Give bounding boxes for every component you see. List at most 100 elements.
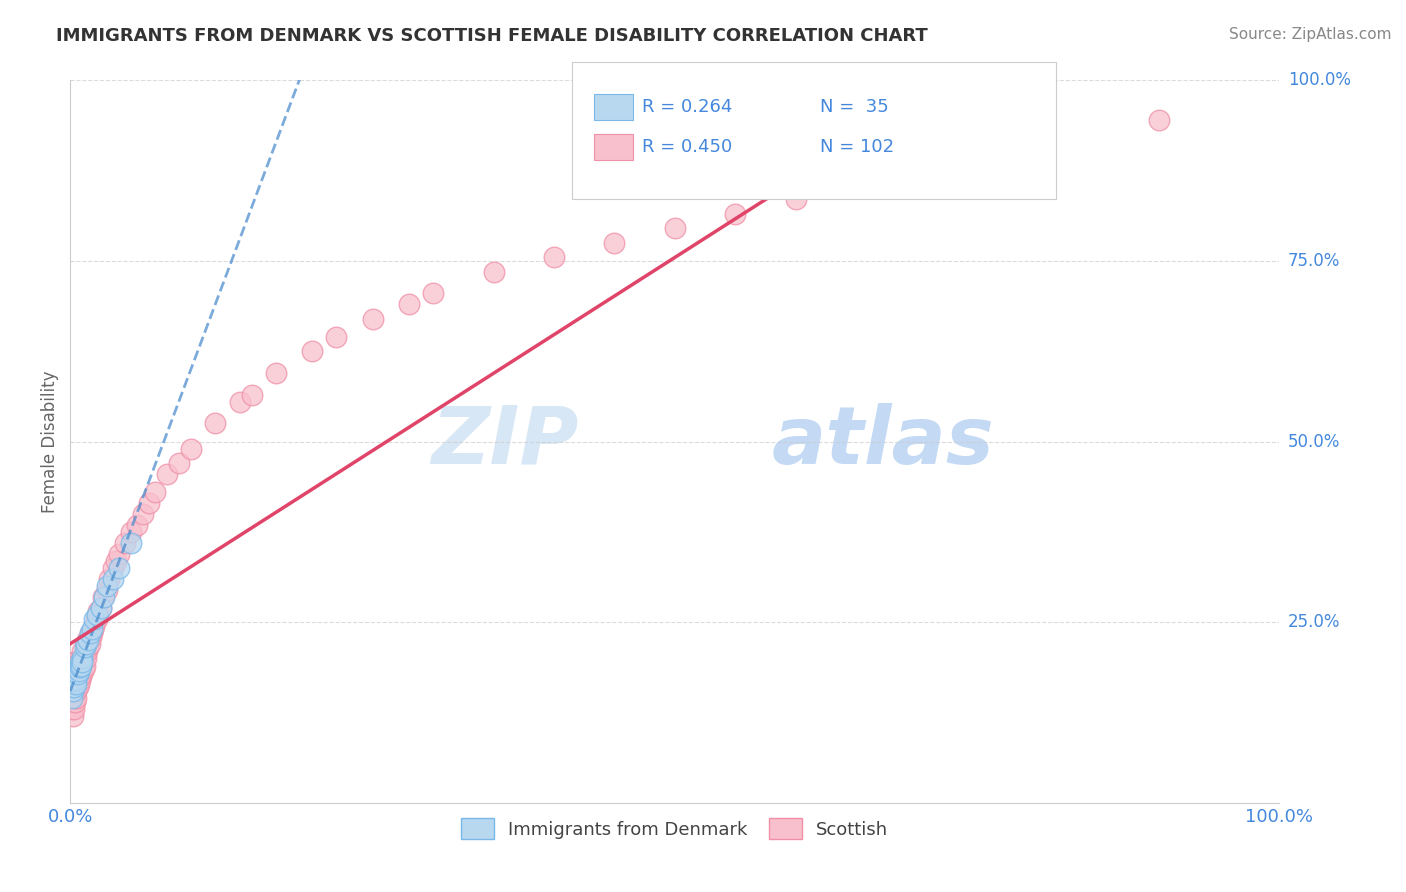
Point	[90, 600, 111, 615]
Point	[125, 517, 148, 532]
Point	[83, 619, 105, 633]
Point	[65, 665, 87, 680]
Point	[73, 640, 96, 655]
Point	[138, 496, 160, 510]
Text: ZIP: ZIP	[430, 402, 578, 481]
Point	[65, 672, 87, 686]
Point	[63, 680, 86, 694]
Point	[325, 330, 347, 344]
Point	[69, 662, 91, 676]
Point	[724, 207, 747, 221]
Point	[70, 662, 93, 676]
Point	[69, 655, 91, 669]
Point	[69, 655, 91, 669]
Point	[167, 456, 190, 470]
Point	[82, 623, 104, 637]
Point	[72, 651, 94, 665]
Point	[120, 524, 142, 539]
Point	[204, 417, 226, 431]
Point	[845, 174, 868, 188]
Point	[143, 485, 166, 500]
Point	[66, 662, 89, 676]
Point	[62, 680, 84, 694]
Point	[72, 662, 94, 676]
Point	[62, 683, 84, 698]
Point	[62, 669, 84, 683]
Point	[62, 683, 84, 698]
Point	[69, 673, 91, 687]
Point	[228, 394, 250, 409]
Point	[72, 651, 94, 665]
Point	[422, 286, 444, 301]
Point	[543, 250, 565, 264]
Point	[60, 665, 83, 680]
Point	[65, 676, 87, 690]
Point	[84, 611, 107, 625]
Point	[77, 633, 100, 648]
Text: 75.0%: 75.0%	[1288, 252, 1340, 270]
Point	[63, 655, 86, 669]
Point	[75, 651, 97, 665]
Point	[301, 344, 323, 359]
Point	[83, 611, 105, 625]
Point	[67, 669, 90, 683]
Point	[65, 676, 87, 690]
Point	[96, 579, 118, 593]
Point	[75, 637, 97, 651]
Point	[105, 554, 128, 568]
Text: R = 0.450: R = 0.450	[643, 137, 733, 156]
Point	[72, 644, 94, 658]
Point	[93, 590, 115, 604]
Point	[70, 655, 93, 669]
Point	[1026, 138, 1049, 153]
Point	[76, 644, 98, 658]
Point	[664, 221, 686, 235]
Point	[132, 507, 155, 521]
Point	[67, 676, 90, 690]
Point	[60, 673, 83, 687]
Point	[72, 651, 94, 665]
Point	[80, 630, 103, 644]
Point	[180, 442, 202, 456]
Text: Source: ZipAtlas.com: Source: ZipAtlas.com	[1229, 27, 1392, 42]
Point	[60, 680, 83, 694]
Point	[80, 623, 103, 637]
Point	[63, 676, 86, 690]
Point	[63, 683, 86, 698]
Point	[62, 673, 84, 687]
Point	[69, 660, 91, 674]
Text: N = 102: N = 102	[820, 137, 894, 156]
Point	[62, 695, 84, 709]
Point	[65, 669, 87, 683]
Point	[66, 658, 89, 673]
Point	[482, 265, 505, 279]
Point	[91, 590, 114, 604]
Text: R = 0.264: R = 0.264	[643, 98, 733, 116]
Point	[60, 691, 83, 706]
Point	[905, 163, 928, 178]
Text: IMMIGRANTS FROM DENMARK VS SCOTTISH FEMALE DISABILITY CORRELATION CHART: IMMIGRANTS FROM DENMARK VS SCOTTISH FEMA…	[56, 27, 928, 45]
Point	[72, 658, 94, 673]
Text: 25.0%: 25.0%	[1288, 613, 1340, 632]
Point	[63, 673, 86, 687]
Point	[60, 702, 83, 716]
Point	[120, 535, 142, 549]
Point	[63, 691, 86, 706]
Point	[67, 658, 90, 673]
Point	[65, 662, 87, 676]
Point	[63, 674, 86, 689]
Point	[96, 582, 118, 597]
Point	[73, 648, 96, 662]
Point	[785, 193, 807, 207]
Point	[101, 572, 124, 586]
Y-axis label: Female Disability: Female Disability	[41, 370, 59, 513]
Point	[66, 673, 89, 687]
FancyBboxPatch shape	[593, 94, 633, 120]
Point	[63, 662, 86, 676]
Point	[86, 607, 108, 622]
Point	[79, 626, 101, 640]
Point	[86, 611, 108, 625]
Point	[63, 669, 86, 683]
Point	[361, 311, 384, 326]
Point	[77, 633, 100, 648]
